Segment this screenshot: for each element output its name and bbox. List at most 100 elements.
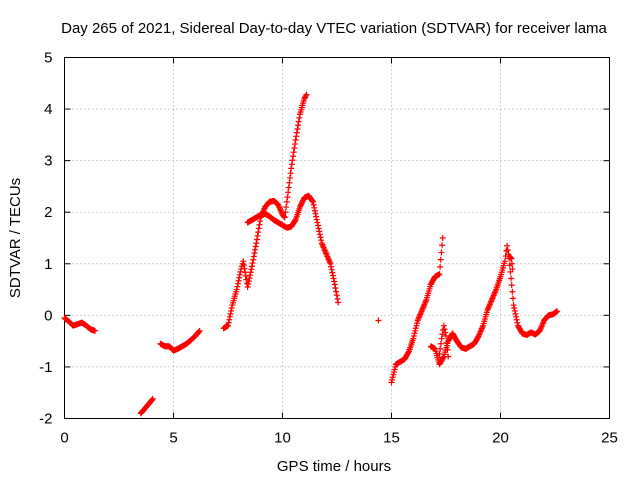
data-point: [330, 275, 337, 282]
y-axis-label: SDTVAR / TECUs: [7, 178, 24, 298]
data-point: [225, 322, 231, 329]
data-point: [443, 332, 449, 339]
data-point: [294, 125, 301, 132]
data-point: [240, 261, 247, 268]
data-point: [313, 213, 320, 220]
data-point: [228, 307, 235, 314]
data-point: [255, 225, 262, 232]
data-point: [513, 313, 520, 320]
x-tick-label: 20: [492, 430, 509, 447]
data-point: [443, 339, 450, 346]
data-point: [256, 221, 263, 228]
data-point: [248, 266, 255, 273]
data-point: [439, 235, 446, 241]
x-tick-label: 15: [383, 430, 400, 447]
data-point: [247, 272, 254, 279]
data-point: [245, 278, 252, 285]
data-point: [240, 258, 247, 265]
data-point: [248, 263, 255, 270]
data-point: [512, 310, 519, 317]
data-point: [236, 274, 243, 281]
data-point: [296, 204, 303, 211]
y-tick-label: -1: [39, 359, 52, 376]
data-point: [437, 256, 444, 263]
data-point: [444, 346, 451, 353]
data-point: [312, 210, 319, 217]
data-point: [295, 118, 302, 125]
data-point: [334, 295, 341, 302]
data-point: [299, 198, 306, 205]
x-axis-label: GPS time / hours: [277, 458, 391, 475]
data-point: [292, 137, 299, 144]
data-point: [298, 201, 305, 208]
data-point: [317, 234, 324, 241]
y-tick-label: 1: [44, 256, 52, 273]
data-point: [439, 242, 446, 249]
data-point: [311, 207, 318, 214]
data-point: [315, 225, 322, 232]
data-point: [196, 327, 203, 334]
data-point: [509, 288, 516, 295]
plot-frame: [64, 57, 610, 419]
data-point: [310, 201, 317, 208]
data-point: [196, 328, 203, 335]
data-point: [333, 292, 340, 299]
data-point: [252, 246, 259, 253]
data-point: [508, 275, 515, 282]
data-point: [290, 153, 297, 160]
data-point: [508, 255, 515, 262]
data-point: [247, 269, 254, 276]
data-point: [285, 189, 292, 196]
data-point: [291, 145, 298, 152]
data-point: [241, 265, 248, 272]
data-point: [313, 216, 320, 223]
y-tick-label: 2: [44, 204, 52, 221]
data-point: [311, 204, 318, 211]
data-point: [281, 214, 288, 221]
data-point: [225, 319, 232, 326]
data-point: [436, 351, 443, 358]
data-point: [250, 256, 257, 263]
data-point: [303, 91, 310, 98]
data-point: [283, 198, 290, 205]
data-point: [328, 266, 335, 273]
data-point: [234, 280, 241, 287]
data-point: [314, 219, 321, 226]
y-tick-label: 0: [44, 307, 52, 324]
data-point: [332, 285, 339, 292]
data-point: [504, 242, 511, 249]
data-point: [511, 307, 518, 314]
data-point: [437, 263, 444, 270]
data-point: [282, 209, 289, 216]
y-tick-label: 4: [44, 101, 52, 118]
data-point: [288, 161, 295, 168]
data-point: [438, 335, 445, 342]
data-point: [257, 218, 264, 225]
data-point: [554, 308, 561, 315]
data-point: [236, 271, 243, 278]
data-point: [254, 232, 261, 239]
data-point: [504, 247, 511, 254]
data-point: [286, 174, 293, 181]
data-point: [242, 272, 249, 279]
data-point: [309, 198, 316, 205]
data-point: [437, 345, 444, 352]
data-point: [227, 310, 234, 317]
data-point: [297, 202, 304, 209]
data-point: [333, 288, 340, 295]
data-point: [286, 179, 293, 186]
data-point: [285, 184, 292, 191]
data-point: [513, 316, 520, 323]
data-point: [149, 395, 156, 402]
y-tick-label: 5: [44, 50, 52, 67]
y-tick-label: 3: [44, 153, 52, 170]
data-point: [441, 326, 448, 333]
data-point: [287, 170, 294, 177]
data-point: [283, 204, 290, 211]
data-point: [509, 265, 516, 272]
data-point: [508, 260, 515, 267]
data-point: [293, 133, 300, 140]
data-point: [310, 198, 317, 205]
data-point: [509, 295, 516, 302]
